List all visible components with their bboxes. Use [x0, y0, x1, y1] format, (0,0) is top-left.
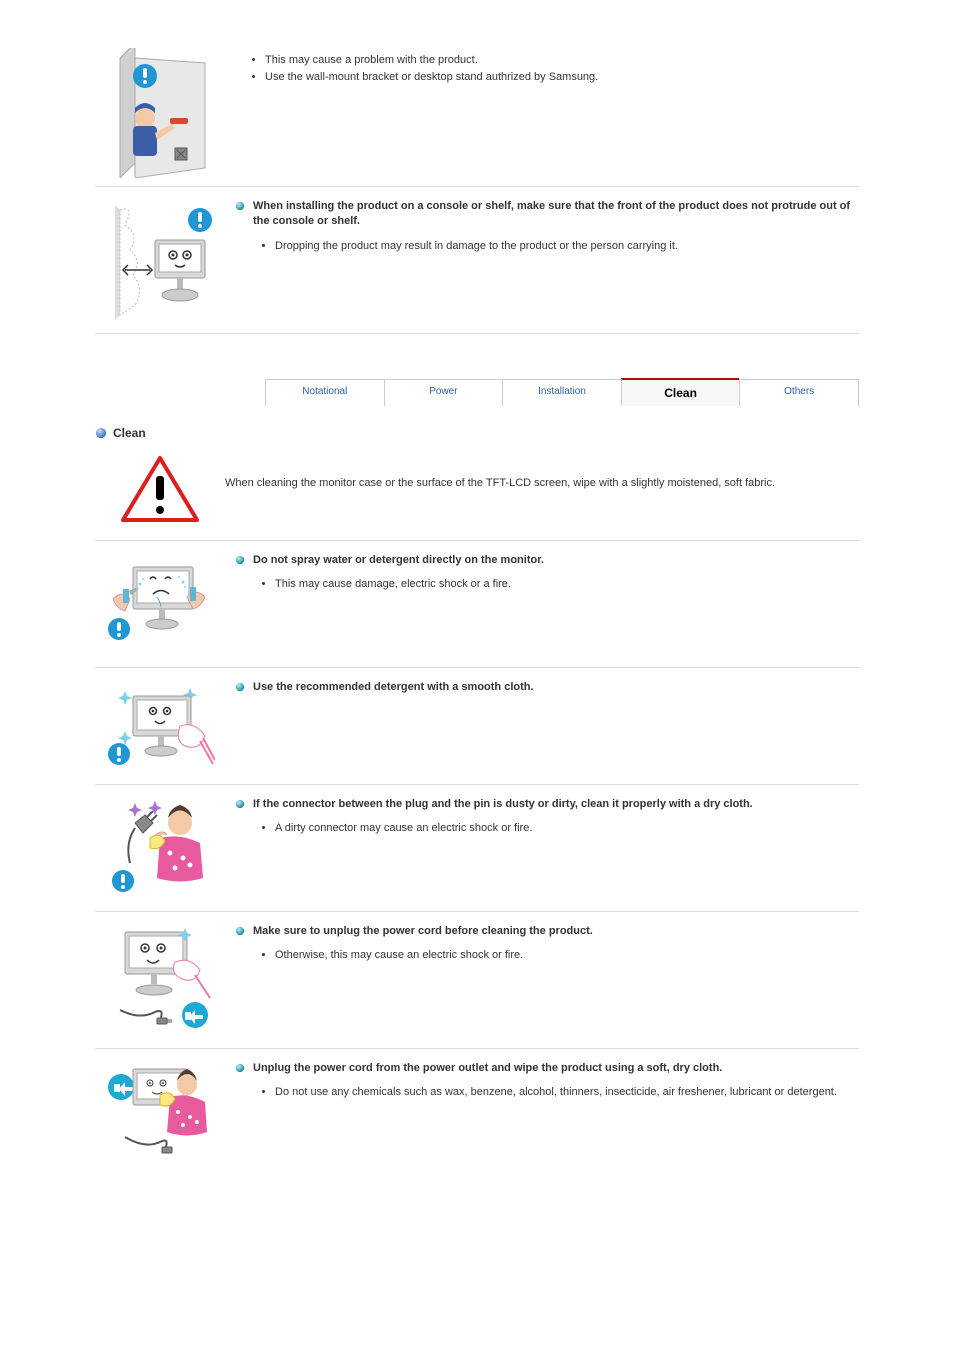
warning-triangle-icon: [95, 450, 225, 530]
heading-text: If the connector between the plug and th…: [253, 797, 859, 812]
teal-bullet-icon: [235, 682, 245, 692]
illustration-connector-clean: [95, 793, 225, 903]
bullet-text: Use the wall-mount bracket or desktop st…: [265, 69, 859, 86]
heading-text: Unplug the power cord from the power out…: [253, 1061, 859, 1076]
content-col: Unplug the power cord from the power out…: [225, 1057, 859, 1167]
teal-bullet-icon: [235, 926, 245, 936]
section-header-clean: Clean: [95, 426, 859, 440]
install-item-wallmount: This may cause a problem with the produc…: [95, 40, 859, 187]
tab-others[interactable]: Others: [739, 380, 859, 406]
clean-item-connector: If the connector between the plug and th…: [95, 785, 859, 912]
illustration-spray: [95, 549, 225, 659]
tabs-bar: Notational Power Installation Clean Othe…: [265, 379, 859, 406]
install-item-shelf: When installing the product on a console…: [95, 187, 859, 334]
content-col: When installing the product on a console…: [225, 195, 859, 325]
content-col: This may cause a problem with the produc…: [225, 48, 859, 178]
bullet-text: This may cause damage, electric shock or…: [275, 576, 859, 593]
teal-bullet-icon: [235, 1063, 245, 1073]
content-col: If the connector between the plug and th…: [225, 793, 859, 903]
heading-text: Do not spray water or detergent directly…: [253, 553, 859, 568]
illustration-shelf: [95, 195, 225, 325]
content-col: Use the recommended detergent with a smo…: [225, 676, 859, 776]
clean-item-wipe: Unplug the power cord from the power out…: [95, 1049, 859, 1175]
illustration-detergent-cloth: [95, 676, 225, 776]
heading-text: When installing the product on a console…: [253, 199, 859, 230]
content-col: Do not spray water or detergent directly…: [225, 549, 859, 659]
bullet-text: A dirty connector may cause an electric …: [275, 820, 859, 837]
heading-text: Use the recommended detergent with a smo…: [253, 680, 859, 695]
content-col: Make sure to unplug the power cord befor…: [225, 920, 859, 1040]
illustration-installer: [95, 48, 225, 178]
illustration-wipe-unplugged: [95, 1057, 225, 1167]
tab-clean[interactable]: Clean: [621, 378, 740, 406]
illustration-unplug: [95, 920, 225, 1040]
page-container: This may cause a problem with the produc…: [0, 0, 954, 1215]
heading-text: Make sure to unplug the power cord befor…: [253, 924, 859, 939]
bullet-text: Dropping the product may result in damag…: [275, 238, 859, 255]
tab-installation[interactable]: Installation: [502, 380, 621, 406]
bullet-text: Do not use any chemicals such as wax, be…: [275, 1084, 859, 1101]
tab-notational[interactable]: Notational: [265, 380, 384, 406]
teal-bullet-icon: [235, 799, 245, 809]
bullet-text: Otherwise, this may cause an electric sh…: [275, 947, 859, 964]
clean-item-unplug: Make sure to unplug the power cord befor…: [95, 912, 859, 1049]
bullet-text: This may cause a problem with the produc…: [265, 52, 859, 69]
blue-sphere-icon: [95, 427, 107, 439]
warning-text: When cleaning the monitor case or the su…: [225, 450, 859, 530]
warning-row: When cleaning the monitor case or the su…: [95, 450, 859, 541]
teal-bullet-icon: [235, 201, 245, 211]
clean-item-spray: Do not spray water or detergent directly…: [95, 541, 859, 668]
tab-power[interactable]: Power: [384, 380, 503, 406]
section-title: Clean: [113, 426, 146, 440]
tabs-container: Notational Power Installation Clean Othe…: [95, 379, 859, 406]
clean-item-detergent: Use the recommended detergent with a smo…: [95, 668, 859, 785]
teal-bullet-icon: [235, 555, 245, 565]
